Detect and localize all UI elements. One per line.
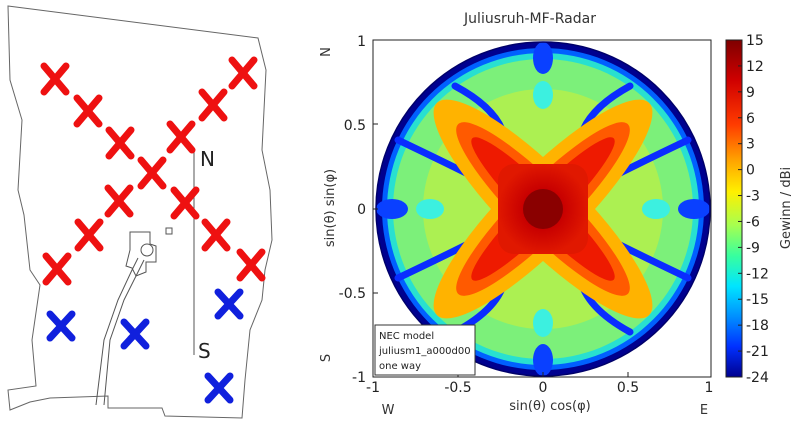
south-label: S xyxy=(198,339,211,363)
y-tick-label: 0 xyxy=(357,202,366,218)
y-tick-label: 1 xyxy=(357,34,366,50)
colorbar-ticks: 15 12 9 6 3 0 -3 -6 -9 -12 -15 -18 -21 -24 xyxy=(738,33,769,386)
transmit-antenna-array xyxy=(40,56,266,286)
colorbar-tick-label: 6 xyxy=(746,111,755,127)
plot-title: Juliusruh-MF-Radar xyxy=(463,11,596,27)
receive-antenna xyxy=(204,372,234,404)
colorbar-tick-label: 9 xyxy=(746,85,755,101)
colorbar-tick-label: -21 xyxy=(746,344,769,360)
y-tick-label: -1 xyxy=(352,370,366,386)
colorbar-tick-label: -15 xyxy=(746,292,769,308)
transmit-antenna xyxy=(40,62,70,96)
colorbar-tick-label: -12 xyxy=(746,266,769,282)
transmit-antenna xyxy=(228,56,258,90)
colorbar-tick-label: -3 xyxy=(746,189,760,205)
colorbar-tick-label: -6 xyxy=(746,214,760,230)
model-note: NEC model juliusm1_a000d00 one way xyxy=(374,324,476,376)
y-tick-label: 0.5 xyxy=(344,118,366,134)
antenna-site-map: N S xyxy=(7,5,273,419)
x-tick-label: -0.5 xyxy=(444,380,471,396)
model-note-line: one way xyxy=(379,361,421,372)
access-road xyxy=(95,257,145,406)
x-tick-label: 1 xyxy=(705,380,714,396)
receive-antenna xyxy=(120,318,150,350)
colorbar-label: Gewinn / dBi xyxy=(779,167,794,249)
compass-south: S xyxy=(319,354,334,362)
transmit-antenna xyxy=(201,218,231,252)
receive-antenna xyxy=(214,288,244,320)
north-label: N xyxy=(200,147,215,171)
colorbar-tick-label: -24 xyxy=(746,370,769,386)
transmit-antenna xyxy=(170,186,200,220)
small-structure xyxy=(165,227,173,235)
transmit-antenna xyxy=(105,126,135,160)
colorbar-tick-label: 0 xyxy=(746,163,755,179)
compass-north: N xyxy=(319,47,334,57)
colorbar-tick-label: 12 xyxy=(746,59,764,75)
colorbar-tick-label: -9 xyxy=(746,240,760,256)
x-tick-label: 0 xyxy=(539,380,548,396)
transmit-antenna xyxy=(42,252,72,286)
transmit-antenna xyxy=(236,248,266,282)
compass-east: E xyxy=(700,403,708,418)
operations-building xyxy=(125,231,157,277)
transmit-antenna xyxy=(74,218,104,252)
building-detail xyxy=(140,243,154,257)
transmit-antenna xyxy=(73,94,103,128)
model-note-line: NEC model xyxy=(379,331,434,342)
receive-antenna xyxy=(46,310,76,342)
x-axis-label: sin(θ) cos(φ) xyxy=(509,399,590,414)
receive-antenna-array xyxy=(46,288,244,404)
model-note-line: juliusm1_a000d00 xyxy=(378,346,471,357)
compass-west: W xyxy=(382,403,395,418)
x-tick-label: -1 xyxy=(366,380,380,396)
site-boundary xyxy=(7,5,273,419)
y-axis-label: sin(θ) sin(φ) xyxy=(323,169,338,247)
x-tick-label: 0.5 xyxy=(617,380,639,396)
y-tick-label: -0.5 xyxy=(339,286,366,302)
transmit-antenna xyxy=(166,120,196,154)
transmit-antenna xyxy=(137,156,167,190)
transmit-antenna xyxy=(198,88,228,122)
transmit-antenna xyxy=(104,184,134,218)
colorbar-tick-label: 15 xyxy=(746,33,764,49)
colorbar-tick-label: -18 xyxy=(746,318,769,334)
colorbar xyxy=(725,39,743,378)
colorbar-tick-label: 3 xyxy=(746,137,755,153)
gain-pattern xyxy=(376,42,710,376)
